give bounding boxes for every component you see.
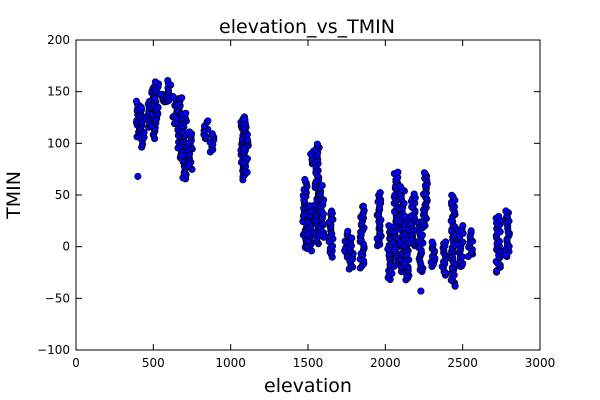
y-tick-label: −100 [37,343,70,357]
y-tick-label: 0 [62,240,70,254]
y-tick-label: −50 [45,291,70,305]
data-point [301,176,309,184]
y-tick-label: 100 [47,136,70,150]
y-tick-label: 200 [47,33,70,47]
data-point [376,189,384,197]
data-point [132,97,141,105]
data-point [359,202,368,210]
data-point [164,76,172,85]
data-point [401,212,409,220]
data-point [178,94,186,102]
data-point [137,103,145,111]
x-tick-label: 2500 [447,356,478,370]
data-point [348,234,356,242]
data-point [459,222,467,230]
data-point [182,109,190,117]
y-tick-label: 150 [47,85,70,99]
y-tick-label: 50 [55,188,70,202]
x-tick-label: 3000 [525,356,556,370]
y-axis-label: TMIN [3,171,25,220]
data-point [467,227,475,235]
data-point [241,116,249,124]
data-point [448,191,456,199]
data-point [420,169,428,177]
data-point [442,238,450,246]
x-axis-label: elevation [264,375,352,397]
x-tick-label: 500 [142,356,165,370]
data-point [394,168,402,176]
data-point [502,207,510,215]
data-point [208,130,216,138]
data-point [428,238,436,246]
data-point [151,78,159,86]
data-point [157,90,165,98]
x-tick-label: 1500 [293,356,324,370]
x-tick-label: 0 [72,356,80,370]
x-tick-label: 1000 [215,356,246,370]
data-point [344,227,352,235]
data-points [132,76,513,295]
data-point [204,117,212,125]
data-point [185,128,194,136]
x-tick-label: 2000 [370,356,401,370]
data-point [396,182,405,191]
data-point [328,207,336,215]
data-point [318,181,326,190]
data-point [313,140,321,148]
data-point-outlier [134,172,142,180]
data-point [495,212,503,220]
data-point [169,93,177,101]
axis-ticks: 0 500 1000 1500 2000 2500 3000 −100 −50 0 50 100 150… [37,33,555,370]
data-point [385,222,393,230]
chart-title: elevation_vs_TMIN [219,16,395,38]
data-point-outlier [417,287,425,295]
data-point [410,190,418,198]
